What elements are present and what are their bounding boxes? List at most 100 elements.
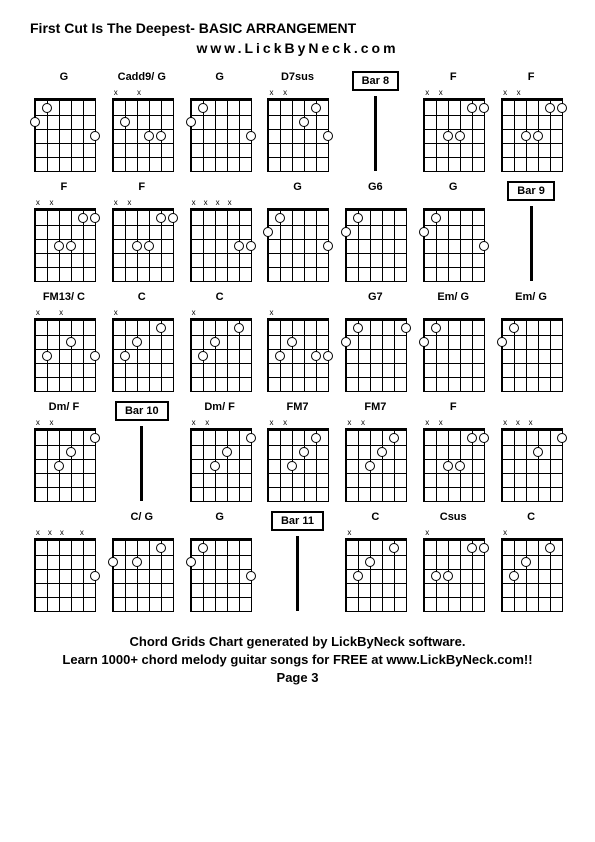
fretboard	[34, 98, 96, 172]
string-markers	[501, 308, 561, 318]
chord-label: G6	[368, 181, 383, 195]
string-markers: xx	[267, 88, 327, 98]
finger-dot	[54, 461, 64, 471]
finger-dot	[341, 337, 351, 347]
string-markers	[423, 198, 483, 208]
bar-marker: Bar 9	[497, 181, 565, 283]
finger-dot	[144, 131, 154, 141]
finger-dot	[365, 557, 375, 567]
fretboard-container: xx	[501, 88, 561, 173]
fretboard-container	[190, 88, 250, 173]
finger-dot	[365, 461, 375, 471]
finger-dot	[246, 131, 256, 141]
finger-dot	[90, 571, 100, 581]
finger-dot	[467, 103, 477, 113]
string-markers	[34, 88, 94, 98]
finger-dot	[156, 323, 166, 333]
chord-diagram: G	[264, 181, 332, 283]
string-markers	[112, 528, 172, 538]
finger-dot	[545, 543, 555, 553]
finger-dot	[533, 131, 543, 141]
finger-dot	[42, 351, 52, 361]
finger-dot	[120, 117, 130, 127]
finger-dot	[54, 241, 64, 251]
chord-diagram: G7	[341, 291, 409, 393]
chord-diagram: xxxx	[186, 181, 254, 283]
chord-label: G	[449, 181, 458, 195]
chord-grid: GCadd9/ GxxGD7susxxBar 8FxxFxxFxxFxxxxxx…	[30, 71, 565, 613]
fretboard	[190, 318, 252, 392]
chord-label: C	[527, 511, 535, 525]
chord-diagram: Fxx	[108, 181, 176, 283]
fretboard-container	[267, 198, 327, 283]
finger-dot	[299, 117, 309, 127]
chord-label: F	[450, 401, 457, 415]
finger-dot	[132, 557, 142, 567]
chord-diagram: Em/ G	[497, 291, 565, 393]
bar-marker: Bar 11	[264, 511, 332, 613]
chord-label: G	[293, 181, 302, 195]
string-markers: x	[112, 308, 172, 318]
finger-dot	[198, 103, 208, 113]
finger-dot	[353, 213, 363, 223]
finger-dot	[210, 461, 220, 471]
finger-dot	[419, 227, 429, 237]
finger-dot	[377, 447, 387, 457]
fretboard	[345, 208, 407, 282]
bar-marker: Bar 10	[108, 401, 176, 503]
chord-diagram: Cx	[186, 291, 254, 393]
finger-dot	[186, 117, 196, 127]
fretboard	[267, 318, 329, 392]
fretboard-container: x	[190, 308, 250, 393]
chord-diagram: x	[264, 291, 332, 393]
fretboard	[112, 208, 174, 282]
fretboard	[501, 428, 563, 502]
finger-dot	[120, 351, 130, 361]
chord-label: C	[371, 511, 379, 525]
fretboard-container: x	[345, 528, 405, 613]
string-markers	[345, 198, 405, 208]
chord-diagram: Cadd9/ Gxx	[108, 71, 176, 173]
fretboard	[345, 538, 407, 612]
chord-label: G	[215, 71, 224, 85]
finger-dot	[156, 213, 166, 223]
string-markers: xx	[34, 308, 94, 318]
fretboard	[423, 538, 485, 612]
fretboard	[345, 318, 407, 392]
fretboard-container: xx	[34, 418, 94, 503]
chord-label: G	[215, 511, 224, 525]
chord-diagram: xxx	[497, 401, 565, 503]
fretboard-container: xx	[190, 418, 250, 503]
finger-dot	[78, 213, 88, 223]
finger-dot	[557, 103, 567, 113]
string-markers: xxx	[501, 418, 561, 428]
fretboard	[190, 208, 252, 282]
string-markers: xx	[501, 88, 561, 98]
finger-dot	[246, 571, 256, 581]
chord-diagram: Em/ G	[419, 291, 487, 393]
fretboard-container: xxx	[501, 418, 561, 503]
fretboard-container	[190, 528, 250, 613]
finger-dot	[479, 543, 489, 553]
fretboard-container	[112, 528, 172, 613]
bar-label: Bar 10	[115, 401, 169, 421]
fretboard	[501, 318, 563, 392]
fretboard	[501, 538, 563, 612]
fretboard	[34, 318, 96, 392]
fretboard-container	[423, 308, 483, 393]
bar-marker: Bar 8	[341, 71, 409, 173]
chord-diagram: Fxx	[419, 71, 487, 173]
finger-dot	[234, 323, 244, 333]
finger-dot	[431, 213, 441, 223]
string-markers: x	[501, 528, 561, 538]
finger-dot	[497, 337, 507, 347]
fretboard-container: xx	[423, 88, 483, 173]
chord-diagram: G	[186, 511, 254, 613]
finger-dot	[389, 543, 399, 553]
string-markers: xx	[34, 198, 94, 208]
fretboard-container: xxxx	[34, 528, 94, 613]
chord-diagram: G	[186, 71, 254, 173]
chord-label: FM7	[286, 401, 308, 415]
chord-diagram: Cx	[108, 291, 176, 393]
chord-diagram: D7susxx	[264, 71, 332, 173]
